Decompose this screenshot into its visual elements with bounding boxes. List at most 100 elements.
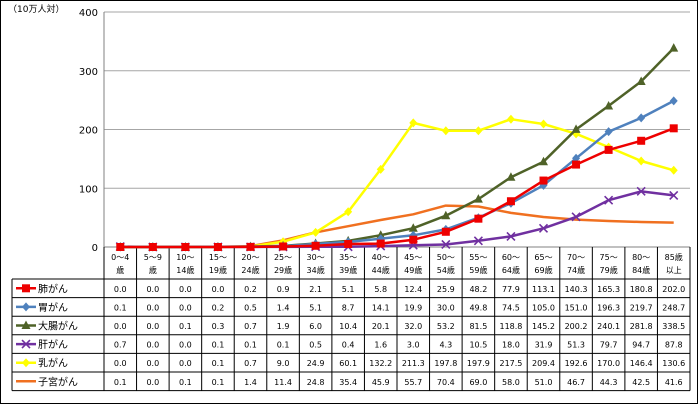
data-label: 180.8	[630, 285, 653, 294]
x-tick-label: 10～	[176, 253, 194, 262]
x-tick-label: 80～	[632, 253, 650, 262]
data-label: 74.5	[502, 303, 520, 312]
data-point	[344, 207, 353, 217]
data-label: 25.9	[437, 285, 455, 294]
data-point	[669, 43, 679, 52]
data-label: 202.0	[662, 285, 685, 294]
x-tick-label: 5～9	[144, 253, 162, 262]
data-point	[539, 119, 548, 129]
data-label: 0.5	[244, 303, 257, 312]
data-point	[636, 76, 646, 85]
data-point	[637, 136, 646, 145]
data-label: 4.3	[439, 341, 452, 350]
data-point	[474, 214, 483, 223]
data-label: 77.9	[502, 285, 520, 294]
data-label: 219.7	[630, 303, 653, 312]
data-label: 42.5	[632, 378, 650, 387]
data-point	[246, 242, 255, 251]
data-point	[637, 113, 646, 123]
legend-label: 胃がん	[38, 301, 68, 314]
data-label: 35.4	[339, 378, 357, 387]
data-point	[539, 176, 548, 185]
data-label: 24.8	[307, 378, 325, 387]
data-label: 5.8	[374, 285, 387, 294]
data-point	[376, 239, 385, 248]
data-point	[213, 243, 222, 251]
legend-marker	[22, 284, 30, 293]
x-tick-label: 30～	[307, 253, 325, 262]
data-label: 11.4	[274, 378, 292, 387]
data-label: 0.1	[114, 378, 127, 387]
data-point	[408, 223, 418, 232]
data-point	[571, 212, 581, 222]
x-tick-label: 39歳	[339, 265, 357, 275]
data-point	[604, 100, 614, 110]
x-tick-label: 44歳	[372, 265, 390, 275]
data-point	[279, 242, 288, 251]
x-tick-label: 64歳	[502, 265, 520, 275]
data-label: 0.0	[146, 378, 159, 387]
data-label: 0.1	[244, 341, 257, 350]
data-label: 51.3	[567, 341, 585, 350]
data-label: 12.4	[404, 285, 422, 294]
data-label: 8.7	[342, 303, 355, 312]
data-label: 31.9	[535, 341, 553, 350]
data-point	[474, 126, 483, 136]
x-tick-label: 19歳	[209, 265, 227, 275]
data-label: 197.9	[467, 359, 490, 368]
x-tick-label: 85歳	[665, 252, 683, 262]
data-point	[669, 165, 678, 175]
x-tick-label: 74歳	[567, 265, 585, 275]
x-tick-label: 29歳	[274, 265, 292, 275]
series-line-1	[120, 99, 675, 249]
data-label: 41.6	[665, 378, 683, 387]
legend-marker	[22, 358, 30, 368]
data-label: 0.0	[179, 341, 192, 350]
data-label: 0.1	[212, 378, 225, 387]
x-tick-label: 0～4	[111, 253, 129, 262]
legend-label: 肺がん	[38, 282, 68, 295]
x-tick-label: 79歳	[600, 265, 618, 275]
data-label: 1.4	[244, 378, 257, 387]
legend-marker	[21, 339, 31, 349]
data-label: 165.3	[597, 285, 620, 294]
x-tick-label: 34歳	[307, 265, 325, 275]
data-label: 49.8	[469, 303, 487, 312]
x-tick-label: 歳	[149, 265, 157, 275]
data-label: 113.1	[532, 285, 555, 294]
data-label: 5.1	[342, 285, 355, 294]
x-tick-label: 24歳	[241, 265, 259, 275]
data-label: 55.7	[404, 378, 422, 387]
data-point	[441, 227, 450, 236]
data-point	[473, 236, 483, 246]
data-label: 53.2	[437, 322, 455, 331]
data-label: 0.0	[114, 285, 127, 294]
data-label: 146.4	[630, 359, 653, 368]
data-label: 0.0	[146, 285, 159, 294]
y-tick-label: 400	[79, 8, 98, 19]
data-point	[181, 243, 190, 251]
data-point	[441, 126, 450, 136]
x-tick-label: 49歳	[404, 265, 422, 275]
data-label: 0.7	[244, 322, 257, 331]
data-point	[116, 243, 125, 251]
data-label: 170.0	[597, 359, 620, 368]
data-point	[311, 241, 320, 250]
data-point	[539, 156, 548, 166]
data-label: 0.9	[277, 285, 290, 294]
data-point	[572, 153, 581, 163]
y-tick-label: 200	[79, 126, 98, 137]
data-label: 48.2	[469, 285, 487, 294]
data-point	[506, 231, 516, 241]
data-point	[538, 223, 549, 233]
data-label: 0.0	[114, 359, 127, 368]
data-label: 5.1	[309, 303, 322, 312]
data-label: 81.5	[469, 322, 487, 331]
x-tick-label: 60～	[502, 253, 520, 262]
data-point	[669, 124, 678, 133]
x-tick-label: 50～	[437, 253, 455, 262]
data-label: 0.4	[342, 341, 355, 350]
legend-label: 子宮がん	[38, 375, 78, 388]
data-point	[409, 235, 418, 244]
data-point	[506, 197, 515, 206]
